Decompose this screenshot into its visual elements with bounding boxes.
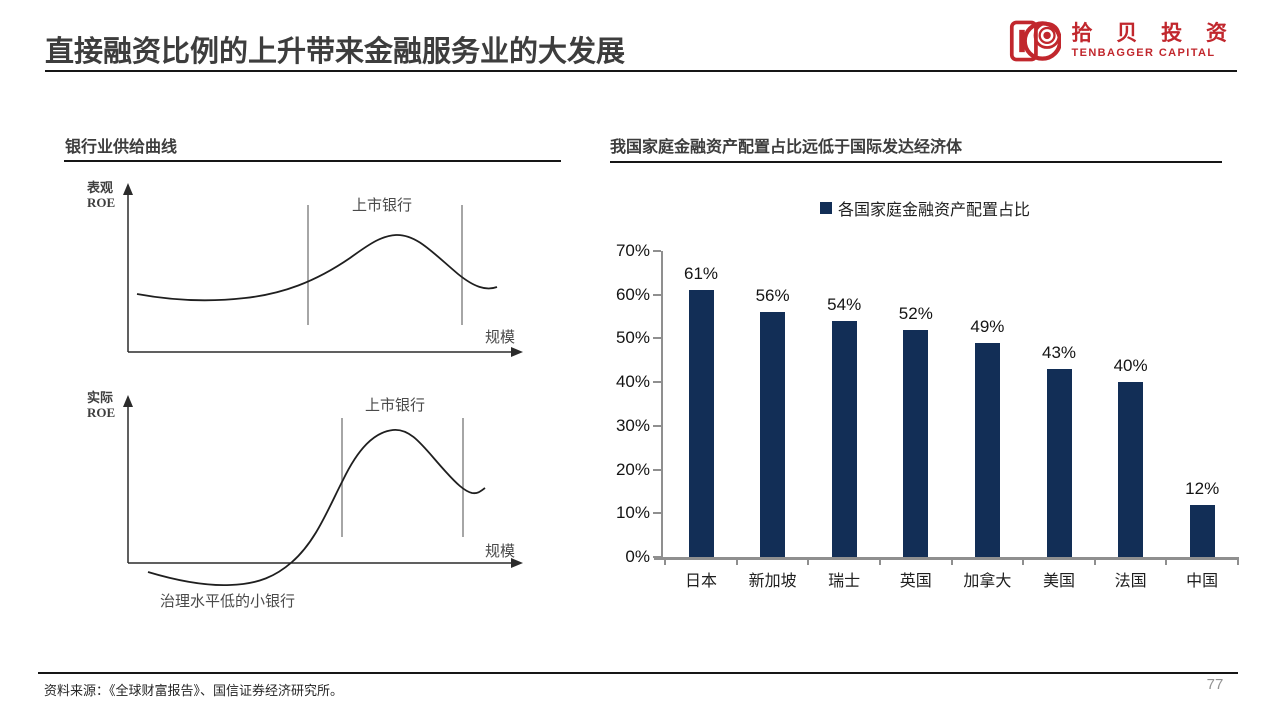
- apparent-roe-curve: [136, 234, 498, 302]
- bar-value-label: 56%: [755, 286, 790, 306]
- x-axis-tick-mark: [807, 557, 810, 565]
- y-axis-tick-label: 50%: [615, 328, 650, 348]
- y-axis-tick-label: 0%: [625, 547, 650, 566]
- y-axis-tick-label: 10%: [615, 503, 650, 523]
- y-axis-tick-mark: [653, 337, 661, 340]
- bar: [1118, 382, 1144, 557]
- left-panel-header: 银行业供给曲线: [65, 139, 178, 156]
- bar-chart: 0% 10% 20% 30% 40% 50% 60% 70% 61% 日本 56% 新加坡 54% 瑞士 5…: [600, 233, 1260, 598]
- y-axis-tick-mark: [653, 250, 661, 252]
- right-panel-header: 我国家庭金融资产配置占比远低于国际发达经济体: [610, 139, 963, 156]
- supply-curve-actual-roe-diagram: 实际 ROE 上市银行 规模 治理水平低的小银行: [87, 390, 523, 610]
- y-axis-tick-mark: [653, 293, 661, 296]
- bar-category-label: 日本: [684, 573, 717, 590]
- left-panel-underline: [64, 160, 561, 162]
- footer-rule: [38, 672, 1238, 674]
- bar-value-label: 43%: [1041, 343, 1077, 363]
- bar-value-label: 54%: [827, 294, 862, 314]
- bar-category-label: 法国: [1114, 573, 1147, 590]
- source-note: 资料来源：《全球财富报告》、国信证券经济研究所。: [44, 683, 344, 698]
- x-axis-tick-mark: [1237, 557, 1239, 565]
- y-axis-tick-mark: [653, 424, 661, 427]
- x-axis-tick-mark: [1022, 557, 1025, 565]
- legend-swatch-icon: [820, 202, 832, 214]
- bar-category-label: 美国: [1042, 573, 1075, 590]
- y-axis-arrow-icon: [123, 183, 133, 195]
- bar-value-label: 12%: [1185, 478, 1220, 498]
- bar-category-label: 瑞士: [828, 573, 861, 590]
- small-bank-annotation: 治理水平低的小银行: [160, 593, 295, 610]
- bar-category-label: 中国: [1186, 573, 1219, 590]
- bar-category-label: 英国: [899, 573, 932, 590]
- y-axis-label: 实际: [87, 390, 113, 405]
- company-logo: 拾 贝 投 资 TENBAGGER CAPITAL: [1009, 15, 1236, 67]
- logo-text: 拾 贝 投 资 TENBAGGER CAPITAL: [1071, 21, 1236, 60]
- bar-value-label: 61%: [683, 264, 719, 284]
- y-axis-tick-label: 30%: [615, 415, 650, 435]
- x-axis-tick-mark: [1165, 557, 1168, 565]
- bar: [903, 329, 929, 557]
- bar: [974, 342, 1000, 557]
- x-axis-arrow-icon: [511, 558, 523, 568]
- y-axis-tick-mark: [653, 468, 661, 471]
- bar-value-label: 52%: [898, 303, 933, 323]
- y-axis-tick-label: 70%: [615, 241, 650, 260]
- page-number: 77: [1206, 676, 1224, 693]
- listed-bank-annotation: 上市银行: [352, 197, 412, 214]
- bar-value-label: 40%: [1113, 356, 1148, 376]
- bar: [760, 312, 786, 557]
- bar-category-label: 加拿大: [963, 573, 1012, 590]
- x-axis-tick-mark: [735, 557, 738, 565]
- logo-chinese-name: 拾 贝 投 资: [1071, 21, 1236, 45]
- x-axis-tick-mark: [664, 557, 667, 565]
- page-title: 直接融资比例的上升带来金融服务业的大发展: [45, 36, 626, 68]
- x-axis-label: 规模: [485, 329, 515, 346]
- x-axis-tick-mark: [950, 557, 953, 565]
- logo-english-name: TENBAGGER CAPITAL: [1071, 46, 1216, 59]
- listed-bank-annotation: 上市银行: [365, 397, 425, 414]
- legend-label: 各国家庭金融资产配置占比: [838, 202, 1031, 219]
- x-axis-arrow-icon: [511, 347, 523, 357]
- y-axis-arrow-icon: [123, 395, 133, 407]
- x-axis-label: 规模: [485, 543, 515, 560]
- y-axis-tick-label: 20%: [615, 459, 650, 479]
- x-axis-line: [654, 557, 1238, 560]
- y-axis-line: [661, 251, 663, 559]
- x-axis-tick-mark: [1093, 557, 1096, 565]
- y-axis-tick-mark: [653, 381, 661, 384]
- bar-category-label: 新加坡: [748, 573, 797, 590]
- bar: [688, 290, 714, 557]
- tenbagger-logo-icon: [1010, 20, 1062, 62]
- bar: [831, 320, 857, 557]
- y-axis-tick-mark: [653, 556, 661, 558]
- supply-curve-apparent-roe-diagram: 表观 ROE 上市银行 规模: [86, 180, 523, 357]
- bar: [1046, 369, 1072, 557]
- y-axis-label: 表观: [86, 180, 113, 195]
- actual-roe-curve: [147, 429, 486, 587]
- svg-text:ROE: ROE: [87, 195, 115, 210]
- x-axis-tick-mark: [879, 557, 881, 565]
- y-axis-tick-mark: [653, 512, 661, 515]
- bar-value-label: 49%: [970, 316, 1005, 336]
- title-underline: [45, 70, 1237, 72]
- y-axis-tick-label: 60%: [615, 284, 650, 304]
- chart-legend: 各国家庭金融资产配置占比: [820, 196, 1030, 220]
- right-panel-underline: [610, 161, 1222, 163]
- y-axis-tick-label: 40%: [615, 372, 650, 392]
- svg-text:ROE: ROE: [87, 405, 115, 420]
- bar: [1189, 504, 1215, 557]
